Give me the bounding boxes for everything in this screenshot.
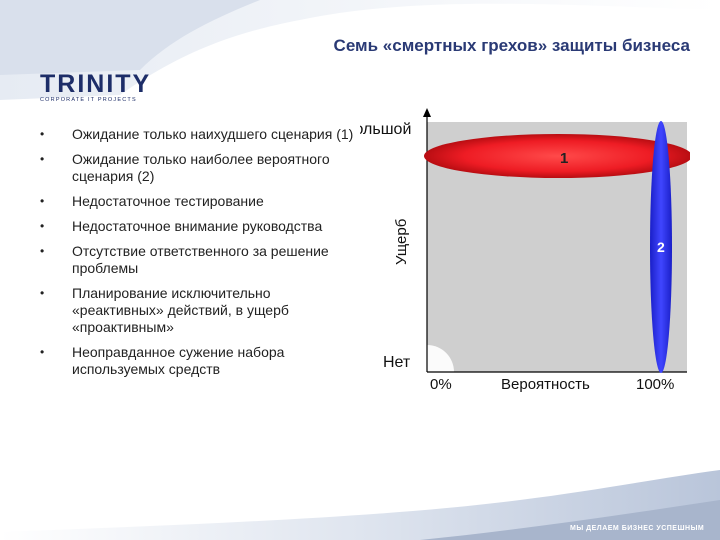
logo-wordmark: TRINITY [40,70,152,98]
y-bottom-label: Нет [383,354,411,371]
bullet-item: Недостаточное внимание руководства [40,218,355,235]
y-axis-arrow [423,108,431,117]
bullet-item: Недостаточное тестирование [40,193,355,210]
footer-wave-decoration [0,470,720,540]
safe-zone [427,345,454,372]
bullet-list: Ожидание только наихудшего сценария (1) … [40,126,355,386]
bullet-item: Ожидание только наихудшего сценария (1) [40,126,355,143]
y-top-label: Большой [360,121,411,138]
y-axis-label: Ущерб [393,219,410,265]
marker-1: 1 [560,150,568,167]
x-axis-label: Вероятность [501,376,590,393]
bullet-item: Неоправданное сужение набора используемы… [40,344,355,378]
worst-case-zone [424,134,690,178]
risk-diagram: 1 2 Большой Нет Ущерб 0% Вероятность 100… [360,108,690,393]
slide-title: Семь «смертных грехов» защиты бизнеса [333,36,690,55]
footer-tagline: МЫ ДЕЛАЕМ БИЗНЕС УСПЕШНЫМ [570,525,705,532]
bullet-item: Ожидание только наиболее вероятного сцен… [40,151,355,185]
header-wave-decoration [0,0,720,100]
bullet-item: Отсутствие ответственного за решение про… [40,243,355,277]
x-right-label: 100% [636,376,674,393]
logo-subtitle: CORPORATE IT PROJECTS [40,97,137,103]
marker-2: 2 [657,239,665,255]
bullet-item: Планирование исключительно «реактивных» … [40,285,355,336]
x-left-label: 0% [430,376,452,393]
trinity-logo: TRINITY CORPORATE IT PROJECTS [40,70,160,103]
likely-case-zone [650,121,672,373]
